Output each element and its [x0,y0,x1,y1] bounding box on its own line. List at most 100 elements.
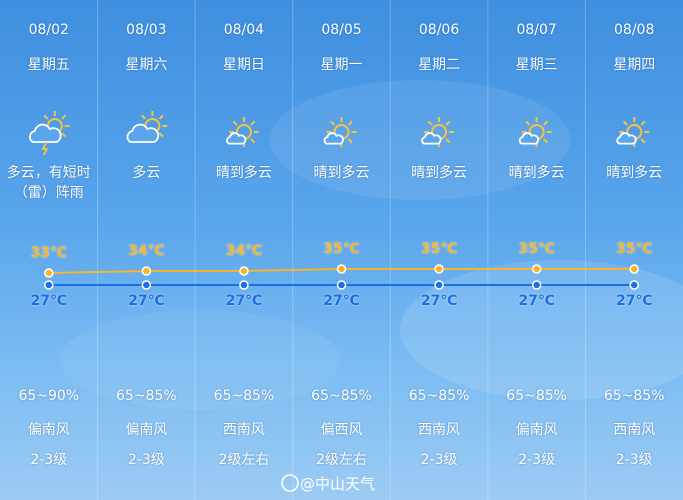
sun-ray [543,120,548,126]
date: 08/04 [223,22,265,38]
weekday: 星期六 [125,57,168,73]
temp-point [336,264,347,274]
wind: 偏南风 [515,422,558,438]
sun-ray [232,120,238,126]
weekday: 星期二 [418,57,461,73]
temp-label: 27℃ [323,293,360,309]
sun-ray [445,120,451,126]
humidity: 65~85% [603,388,665,404]
weekday: 星期五 [27,57,70,73]
wind-level: 2-3级 [518,452,556,468]
temp-label: 27℃ [420,293,458,309]
sun-ray [61,114,67,120]
weather: 多云，有短时（雷）阵雨 [6,165,91,201]
date: 08/07 [516,22,557,38]
temp-point [629,280,639,290]
date: 08/02 [28,22,69,38]
lightning [41,141,49,156]
cloud [323,132,344,145]
temp-point [629,264,639,274]
sun-ray [640,138,646,144]
temp-point [141,266,152,276]
humidity: 65~90% [18,388,80,404]
temp-point [434,280,444,290]
date: 08/08 [614,22,655,38]
watermark: @中山天气 [300,475,376,493]
weibo-logo [281,474,299,492]
temp-label: 35℃ [323,241,360,257]
temp-point [239,280,249,290]
cloud [616,132,637,145]
sun-ray [330,120,336,126]
wind: 西南风 [613,422,656,438]
sun-ray [543,138,548,144]
weather: 晴到多云 [313,165,370,181]
temp-label: 35℃ [615,241,653,257]
humidity: 65~85% [408,388,470,404]
weekday: 星期一 [320,57,363,73]
sun-ray [43,114,49,120]
sun-ray [158,114,164,120]
humidity: 65~85% [506,388,567,404]
temp-label: 33℃ [30,245,67,261]
date: 08/06 [418,22,460,38]
wind: 西南风 [418,422,461,438]
wind-level: 2级左右 [218,452,270,468]
cloud [518,132,540,145]
sun-ray [427,120,433,126]
temp-label: 27℃ [615,293,653,309]
temp-point [141,280,152,290]
temp-point [239,266,249,276]
humidity: 65~85% [213,388,275,404]
temp-point [44,280,54,290]
cloud [29,123,62,143]
weather: 晴到多云 [215,165,272,181]
sun-ray [347,120,353,126]
sun-ray [250,120,256,126]
cloud [421,132,442,145]
date: 08/05 [321,22,362,38]
sun-ray [158,132,164,138]
sun-ray [141,114,146,120]
wind: 西南风 [222,422,265,438]
humidity: 65~85% [116,388,177,404]
sun-ray [347,138,353,144]
sun-ray [445,138,451,144]
weather: 多云 [132,165,161,181]
temp-label: 27℃ [518,293,555,309]
temp-label: 35℃ [420,241,458,257]
temp-point [434,264,444,274]
temp-label: 27℃ [128,293,165,309]
weekday: 星期三 [515,57,558,73]
wind-level: 2-3级 [615,452,653,468]
humidity: 65~85% [311,388,372,404]
wind-level: 2级左右 [316,452,367,468]
sun-ray [250,138,256,144]
temp-point [336,280,347,290]
weekday: 星期日 [222,57,265,73]
sun-ray [61,132,67,138]
cloud [226,132,247,145]
temp-label: 27℃ [30,293,67,309]
sun-ray [622,120,628,126]
temp-label: 34℃ [225,243,263,259]
wind-level: 2-3级 [420,452,458,468]
cloud [126,123,160,143]
wind-level: 2-3级 [127,452,165,468]
weather: 晴到多云 [411,165,468,181]
date: 08/03 [126,22,167,38]
weather: 晴到多云 [606,165,663,181]
temp-label: 35℃ [518,241,555,257]
wind: 偏西风 [320,422,363,438]
temp-point [531,280,542,290]
sun-ray [640,120,646,126]
weather: 晴到多云 [508,165,565,181]
temp-label: 27℃ [225,293,263,309]
temp-point [44,268,54,278]
wind: 偏南风 [27,422,70,438]
wind: 偏南风 [125,422,168,438]
temp-label: 34℃ [128,243,165,259]
weekday: 星期四 [613,57,656,73]
